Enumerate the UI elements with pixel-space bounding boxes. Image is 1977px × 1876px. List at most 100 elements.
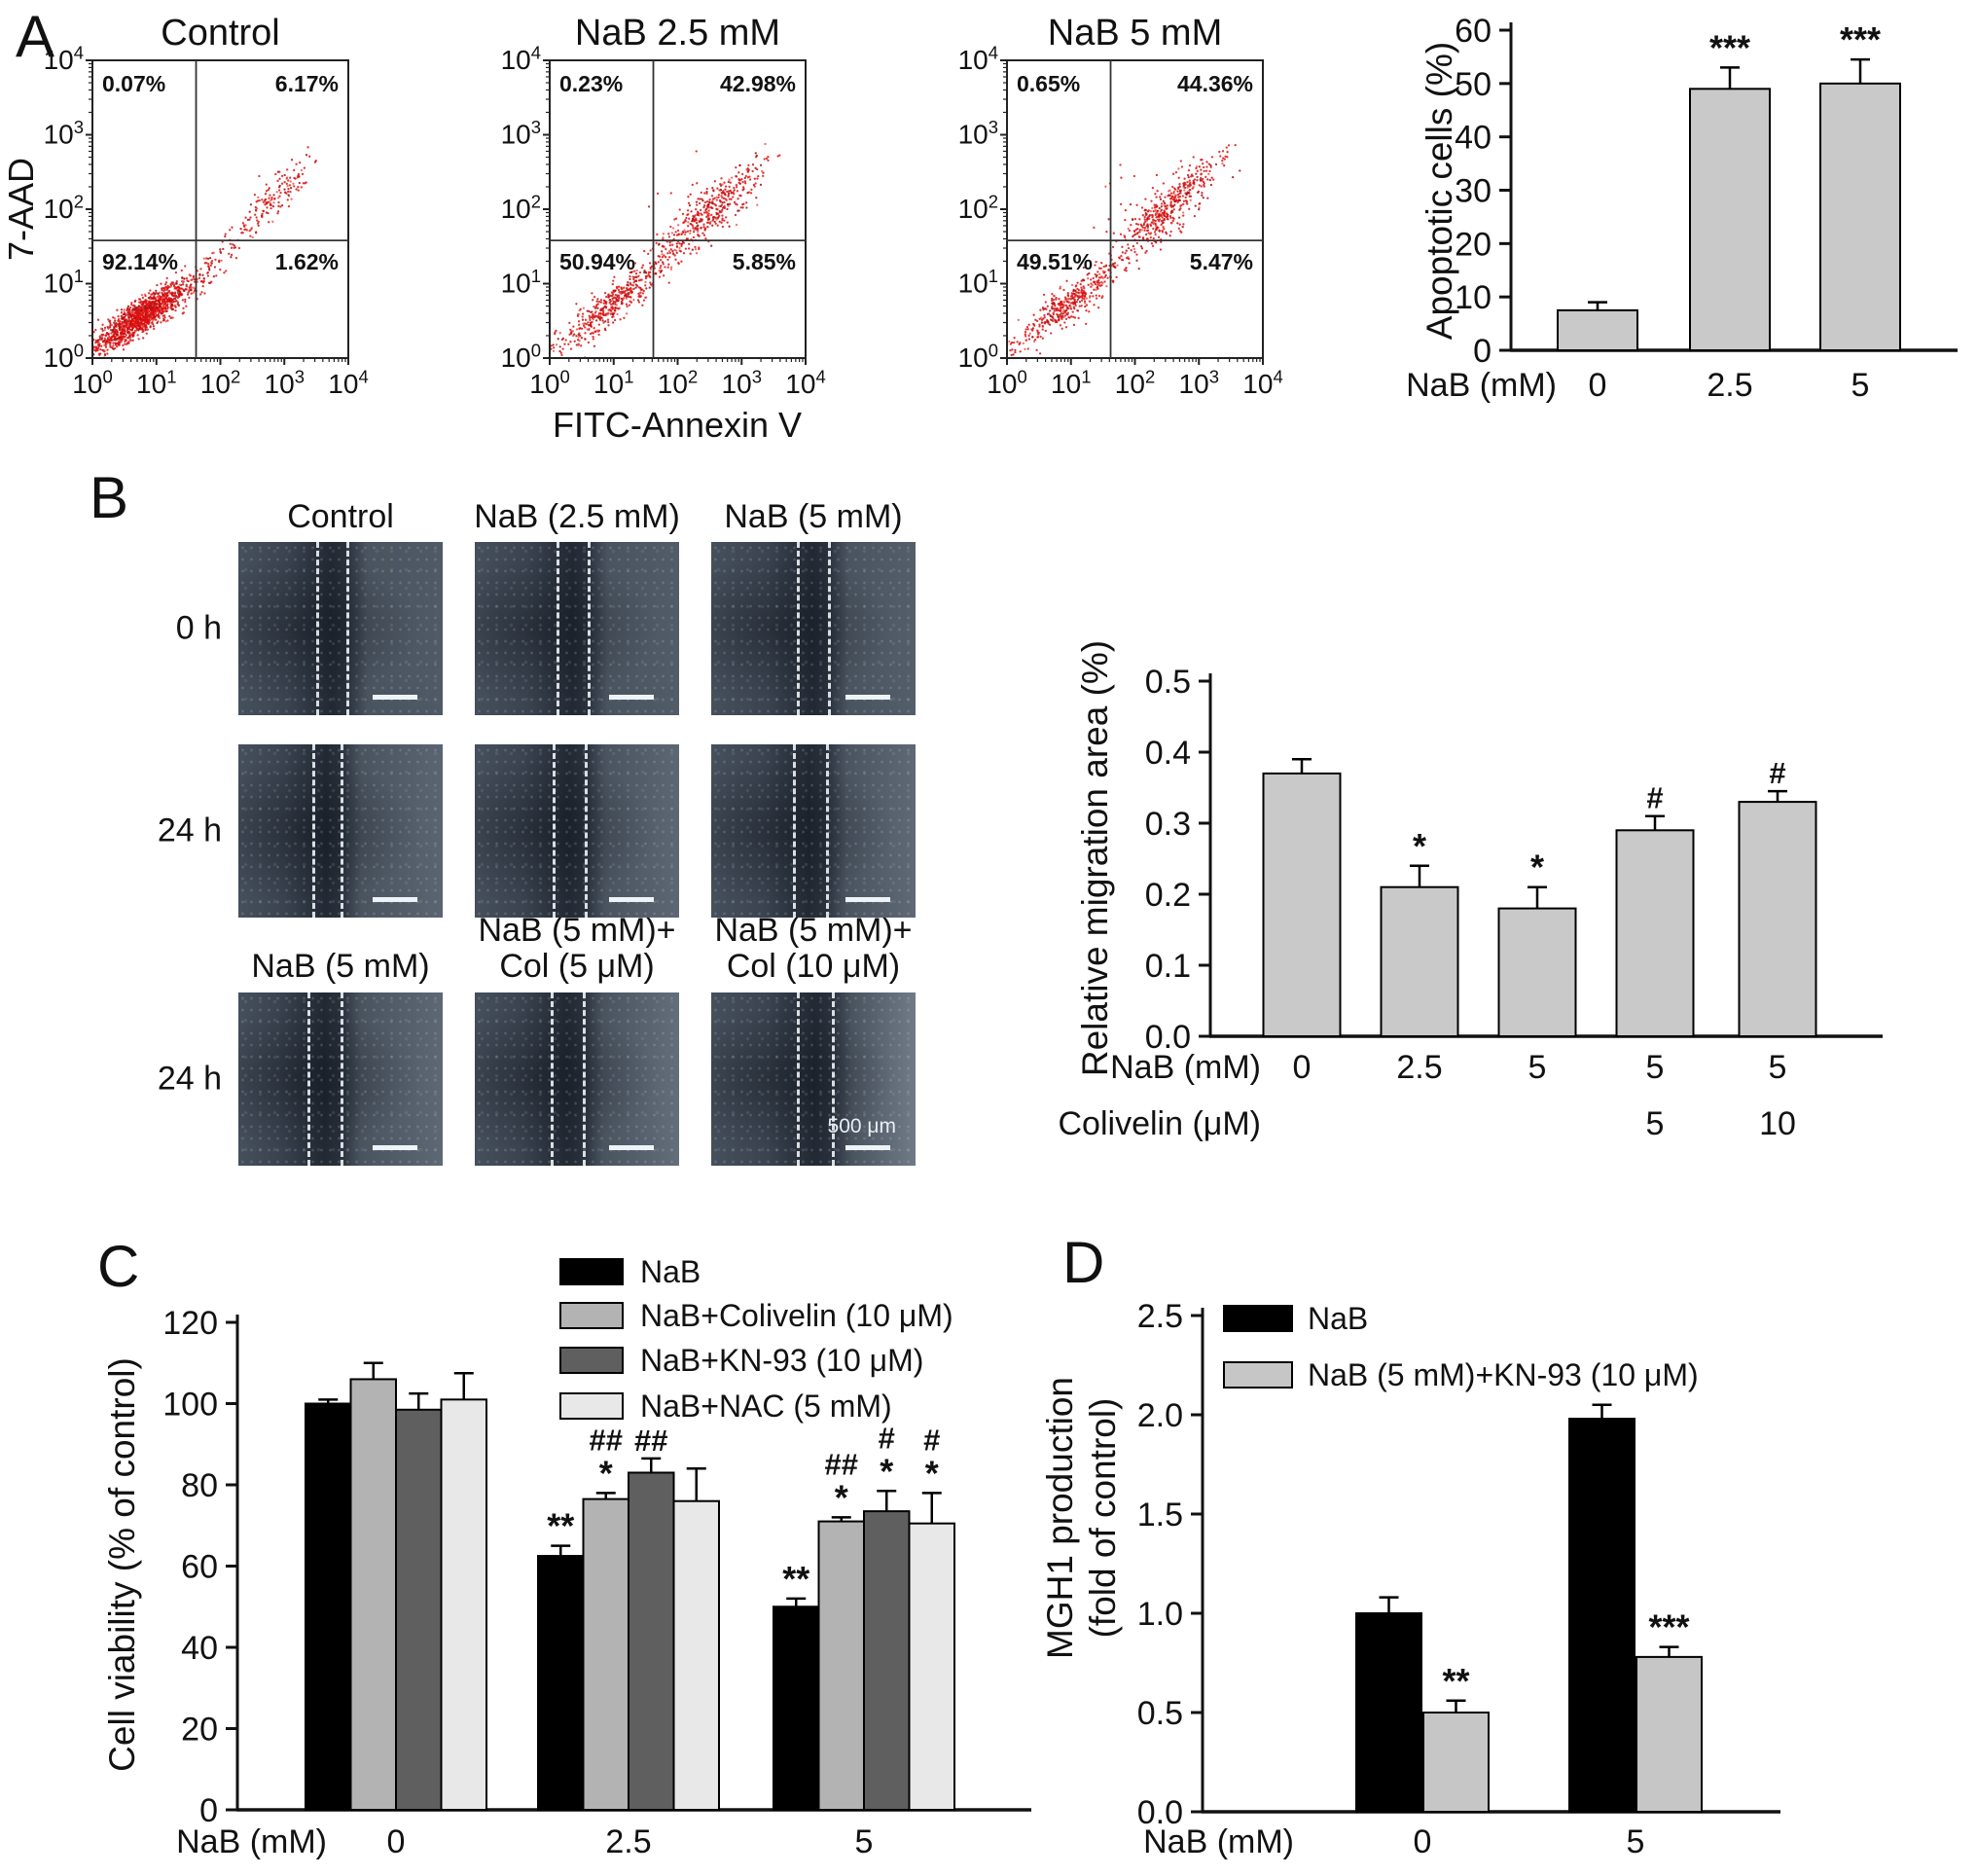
bar — [1636, 1655, 1703, 1813]
text-label: 5.85% — [733, 249, 796, 274]
text-label: * — [925, 1453, 939, 1493]
bar — [1380, 885, 1459, 1038]
text-label: *** — [1648, 1607, 1689, 1647]
log-tick-label: 103 — [501, 117, 541, 150]
scale-bar — [609, 1145, 654, 1150]
panelb-row3-header-1: NaB (5 mM) — [251, 949, 429, 985]
panelb-row3-header-2-line2: Col (5 μM) — [499, 948, 655, 985]
text-label: 0.23% — [559, 71, 623, 96]
text-label: 0.5 — [1137, 1695, 1183, 1732]
panelb-row-label-0h: 0 h — [175, 609, 222, 647]
text-label: Colivelin (μM) — [1059, 1105, 1262, 1142]
text-label: Apoptotic cells (%) — [1420, 42, 1459, 340]
log-tick-label: 100 — [958, 340, 998, 373]
micro-image-r3c2 — [475, 992, 679, 1166]
text-label: 10 — [1759, 1105, 1796, 1142]
log-tick-label: 101 — [1051, 366, 1091, 399]
text-label: 20 — [1455, 226, 1492, 263]
scale-bar — [373, 1145, 417, 1150]
text-label: Cell viability (% of control) — [102, 1357, 142, 1772]
text-label: 2.5 — [1137, 1298, 1183, 1335]
wound-edge-line — [583, 992, 587, 1166]
bar — [1568, 1418, 1636, 1813]
log-tick-label: 100 — [529, 366, 569, 399]
text-label: NaB (mM) — [1406, 367, 1557, 404]
text-label: 120 — [162, 1305, 218, 1342]
bar — [1557, 308, 1638, 351]
text-label: 60 — [1455, 13, 1492, 50]
log-tick-label: 103 — [1179, 366, 1219, 399]
micro-image-r3c3: 500 μm — [711, 992, 916, 1166]
bar — [628, 1471, 675, 1811]
bar — [863, 1510, 911, 1811]
log-tick-label: 101 — [958, 266, 998, 299]
scatter-points — [92, 146, 317, 358]
text-label: 0.0 — [1137, 1794, 1183, 1831]
log-tick-label: 103 — [44, 117, 84, 150]
text-label: NaB — [640, 1254, 701, 1289]
bar — [1738, 801, 1817, 1037]
text-label: 5.47% — [1190, 249, 1253, 274]
text-label: 0.07% — [102, 71, 165, 96]
panel-c-legend: NaB NaB+Colivelin (10 μM) NaB+KN-93 (10 μM… — [559, 1254, 953, 1424]
text-label: Relative migration area (%) — [1075, 640, 1115, 1076]
text-label: 20 — [181, 1712, 218, 1749]
wound-edge-line — [552, 744, 556, 918]
panelb-row3-header-1-line: NaB (5 mM) — [251, 948, 430, 985]
text-label: 92.14% — [102, 249, 178, 274]
scale-bar — [845, 897, 890, 902]
bar — [537, 1555, 585, 1811]
micro-image-r2c1 — [238, 744, 443, 918]
legend-swatch — [1223, 1361, 1293, 1389]
text-label: 0.4 — [1145, 735, 1191, 772]
text-label: 0 — [1589, 367, 1607, 404]
text-label: 0.1 — [1145, 948, 1191, 985]
text-label: NaB (mM) — [1143, 1823, 1294, 1860]
text-label: FITC-Annexin V — [553, 405, 802, 445]
text-label: 2.0 — [1137, 1397, 1183, 1434]
panel-a-label: A — [16, 4, 55, 69]
wound-edge-line — [797, 542, 801, 715]
text-label: 10 — [1455, 279, 1492, 316]
text-label: ## — [825, 1447, 858, 1481]
scale-bar — [609, 695, 654, 700]
wound-edge-line — [587, 542, 591, 715]
text-label: 40 — [181, 1630, 218, 1667]
text-label: # — [879, 1421, 895, 1455]
panel-a-flow-plots: Control1001001011011021021031031041040.0… — [1, 13, 1283, 445]
text-label: 60 — [181, 1549, 218, 1586]
wound-edge-line — [315, 542, 319, 715]
text-label: NaB+NAC (5 mM) — [640, 1389, 892, 1424]
text-label: ** — [1442, 1661, 1469, 1701]
wound-edge-line — [307, 992, 311, 1166]
text-label: * — [1530, 848, 1544, 887]
panelb-col-header-nab5: NaB (5 mM) — [724, 498, 903, 535]
text-label: 0.65% — [1017, 71, 1080, 96]
legend-swatch — [559, 1392, 624, 1420]
text-label: 30 — [1455, 173, 1492, 210]
log-tick-label: 104 — [958, 42, 998, 75]
bar — [1422, 1712, 1490, 1813]
text-label: 5 — [1528, 1049, 1547, 1086]
micro-image-r1c2 — [475, 542, 679, 715]
legend-swatch — [559, 1302, 624, 1329]
log-tick-label: 101 — [593, 366, 633, 399]
text-label: 5 — [1646, 1049, 1665, 1086]
legend-swatch — [1223, 1305, 1293, 1332]
panel-d-legend: NaB NaB (5 mM)+KN-93 (10 μM) — [1223, 1301, 1699, 1392]
text-label: 2.5 — [1707, 367, 1752, 404]
panelb-col-header-control: Control — [287, 498, 394, 535]
text-label: 1.5 — [1137, 1497, 1183, 1533]
text-label: ## — [590, 1423, 623, 1457]
wound-edge-line — [341, 992, 343, 1166]
text-label: NaB (mM) — [1110, 1049, 1261, 1086]
text-label: 80 — [181, 1467, 218, 1504]
panelb-row3-header-2: NaB (5 mM)+ Col (5 μM) — [478, 913, 675, 985]
text-label: ** — [547, 1506, 574, 1546]
log-tick-label: 102 — [1115, 366, 1155, 399]
text-label: 0.0 — [1145, 1019, 1191, 1056]
bar — [395, 1408, 443, 1811]
text-label: 6.17% — [275, 71, 339, 96]
text-label: # — [1769, 756, 1785, 790]
